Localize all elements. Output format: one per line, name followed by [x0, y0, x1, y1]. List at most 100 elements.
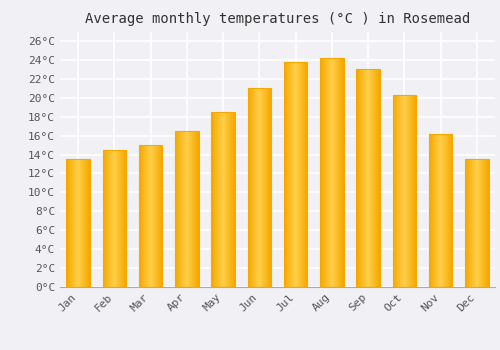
Bar — [190, 131, 191, 287]
Bar — [76, 159, 77, 287]
Bar — [326, 58, 327, 287]
Bar — [483, 159, 484, 287]
Bar — [151, 145, 152, 287]
Bar — [478, 159, 479, 287]
Bar — [261, 88, 262, 287]
Bar — [82, 159, 83, 287]
Bar — [213, 112, 214, 287]
Bar — [376, 69, 377, 287]
Bar — [480, 159, 481, 287]
Bar — [438, 134, 439, 287]
Bar — [306, 62, 307, 287]
Bar — [194, 131, 195, 287]
Bar — [325, 58, 326, 287]
Bar — [83, 159, 84, 287]
Bar — [81, 159, 82, 287]
Bar — [448, 134, 449, 287]
Bar — [113, 150, 114, 287]
Bar — [434, 134, 436, 287]
Bar — [73, 159, 74, 287]
Bar — [177, 131, 178, 287]
Bar — [357, 69, 358, 287]
Bar — [270, 88, 271, 287]
Bar — [302, 62, 304, 287]
Bar — [84, 159, 85, 287]
Bar — [80, 159, 81, 287]
Bar — [120, 150, 121, 287]
Bar — [322, 58, 323, 287]
Bar — [193, 131, 194, 287]
Bar — [103, 150, 104, 287]
Bar — [180, 131, 181, 287]
Bar — [289, 62, 290, 287]
Bar — [367, 69, 368, 287]
Bar — [85, 159, 86, 287]
Bar — [328, 58, 329, 287]
Bar — [66, 159, 90, 287]
Bar — [327, 58, 328, 287]
Bar — [267, 88, 268, 287]
Bar — [192, 131, 193, 287]
Bar — [229, 112, 230, 287]
Bar — [66, 159, 67, 287]
Bar — [400, 95, 401, 287]
Bar — [115, 150, 116, 287]
Bar — [444, 134, 446, 287]
Bar — [220, 112, 221, 287]
Bar — [196, 131, 197, 287]
Bar — [187, 131, 188, 287]
Bar — [439, 134, 440, 287]
Bar — [152, 145, 153, 287]
Bar — [442, 134, 443, 287]
Bar — [436, 134, 437, 287]
Bar — [78, 159, 80, 287]
Bar — [414, 95, 415, 287]
Bar — [161, 145, 162, 287]
Bar — [473, 159, 474, 287]
Bar — [403, 95, 404, 287]
Bar — [323, 58, 324, 287]
Bar — [364, 69, 365, 287]
Bar — [142, 145, 143, 287]
Bar — [227, 112, 228, 287]
Bar — [486, 159, 487, 287]
Bar — [269, 88, 270, 287]
Bar — [429, 134, 430, 287]
Bar — [250, 88, 251, 287]
Bar — [252, 88, 253, 287]
Bar — [118, 150, 119, 287]
Bar — [330, 58, 332, 287]
Bar — [372, 69, 373, 287]
Bar — [410, 95, 411, 287]
Bar — [395, 95, 396, 287]
Bar — [360, 69, 361, 287]
Bar — [286, 62, 287, 287]
Bar — [371, 69, 372, 287]
Bar — [370, 69, 371, 287]
Bar — [451, 134, 452, 287]
Bar — [412, 95, 413, 287]
Bar — [332, 58, 333, 287]
Bar — [71, 159, 72, 287]
Bar — [358, 69, 360, 287]
Bar — [338, 58, 339, 287]
Bar — [475, 159, 476, 287]
Bar — [295, 62, 296, 287]
Bar — [150, 145, 151, 287]
Bar — [197, 131, 198, 287]
Bar — [409, 95, 410, 287]
Bar — [139, 145, 140, 287]
Bar — [216, 112, 217, 287]
Bar — [226, 112, 227, 287]
Bar — [146, 145, 147, 287]
Bar — [109, 150, 110, 287]
Bar — [88, 159, 90, 287]
Bar — [378, 69, 380, 287]
Bar — [485, 159, 486, 287]
Bar — [288, 62, 289, 287]
Bar — [251, 88, 252, 287]
Bar — [356, 69, 380, 287]
Bar — [335, 58, 336, 287]
Bar — [181, 131, 182, 287]
Bar — [284, 62, 308, 287]
